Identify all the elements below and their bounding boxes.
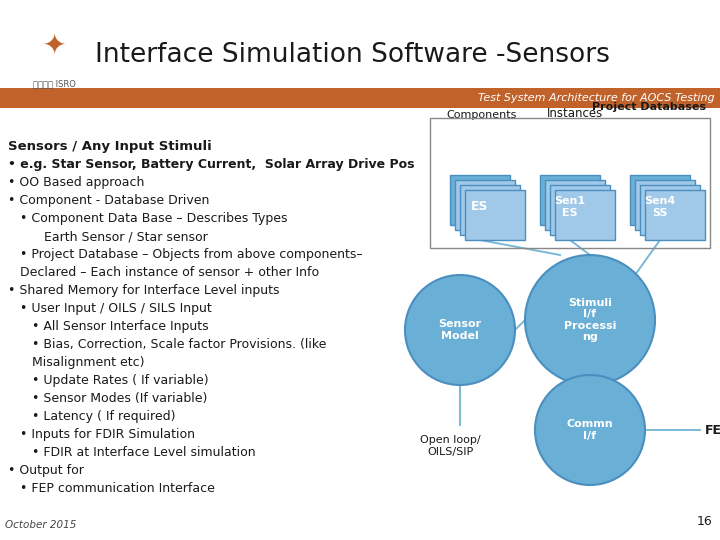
Bar — [430, 118, 710, 248]
Text: • Shared Memory for Interface Level inputs: • Shared Memory for Interface Level inpu… — [8, 284, 279, 297]
Text: • Output for: • Output for — [8, 464, 84, 477]
Bar — [450, 175, 510, 225]
Text: Stimuli
I/f
Processi
ng: Stimuli I/f Processi ng — [564, 298, 616, 342]
Text: Project Databases: Project Databases — [592, 102, 706, 112]
Text: Sensors / Any Input Stimuli: Sensors / Any Input Stimuli — [8, 140, 212, 153]
Text: FEP: FEP — [705, 423, 720, 436]
Bar — [555, 190, 615, 240]
Bar — [645, 190, 705, 240]
Text: ✦: ✦ — [42, 31, 66, 59]
Text: • e.g. Star Sensor, Battery Current,  Solar Array Drive Pos: • e.g. Star Sensor, Battery Current, Sol… — [8, 158, 415, 171]
Ellipse shape — [405, 275, 515, 385]
Ellipse shape — [525, 255, 655, 385]
Bar — [460, 185, 520, 235]
Text: Declared – Each instance of sensor + other Info: Declared – Each instance of sensor + oth… — [20, 266, 319, 279]
Text: Test System Architecture for AOCS Testing: Test System Architecture for AOCS Testin… — [478, 93, 715, 103]
Bar — [630, 175, 690, 225]
Text: Sen1
ES: Sen1 ES — [554, 196, 585, 218]
Bar — [635, 180, 695, 230]
Bar — [545, 180, 605, 230]
Text: Instances: Instances — [547, 107, 603, 120]
Bar — [640, 185, 700, 235]
Bar — [455, 180, 515, 230]
Text: इसरो ISRO: इसरो ISRO — [32, 80, 76, 89]
Text: • Project Database – Objects from above components–: • Project Database – Objects from above … — [20, 248, 363, 261]
Text: • FEP communication Interface: • FEP communication Interface — [20, 482, 215, 495]
Text: ES: ES — [472, 200, 489, 213]
Text: 16: 16 — [696, 515, 712, 528]
Text: Misalignment etc): Misalignment etc) — [32, 356, 145, 369]
Text: • Inputs for FDIR Simulation: • Inputs for FDIR Simulation — [20, 428, 195, 441]
Bar — [550, 185, 610, 235]
Text: • User Input / OILS / SILS Input: • User Input / OILS / SILS Input — [20, 302, 212, 315]
Bar — [540, 175, 600, 225]
Ellipse shape — [535, 375, 645, 485]
Bar — [0, 88, 720, 108]
Text: • Latency ( If required): • Latency ( If required) — [32, 410, 176, 423]
Text: Commn
I/f: Commn I/f — [567, 419, 613, 441]
Text: Earth Sensor / Star sensor: Earth Sensor / Star sensor — [44, 230, 208, 243]
Text: • All Sensor Interface Inputs: • All Sensor Interface Inputs — [32, 320, 209, 333]
Text: • Bias, Correction, Scale factor Provisions. (like: • Bias, Correction, Scale factor Provisi… — [32, 338, 326, 351]
Text: • OO Based approach: • OO Based approach — [8, 176, 145, 189]
Bar — [465, 190, 525, 240]
Text: Sen4
SS: Sen4 SS — [644, 196, 675, 218]
Text: Interface Simulation Software -Sensors: Interface Simulation Software -Sensors — [95, 42, 610, 68]
Text: • Component Data Base – Describes Types: • Component Data Base – Describes Types — [20, 212, 287, 225]
Text: • Sensor Modes (If variable): • Sensor Modes (If variable) — [32, 392, 207, 405]
Text: • Update Rates ( If variable): • Update Rates ( If variable) — [32, 374, 209, 387]
Text: • FDIR at Interface Level simulation: • FDIR at Interface Level simulation — [32, 446, 256, 459]
Text: Open loop/
OILS/SIP: Open loop/ OILS/SIP — [420, 435, 480, 457]
Text: October 2015: October 2015 — [5, 520, 76, 530]
Text: Sensor
Model: Sensor Model — [438, 319, 482, 341]
Text: Components: Components — [447, 110, 517, 120]
Text: • Component - Database Driven: • Component - Database Driven — [8, 194, 210, 207]
